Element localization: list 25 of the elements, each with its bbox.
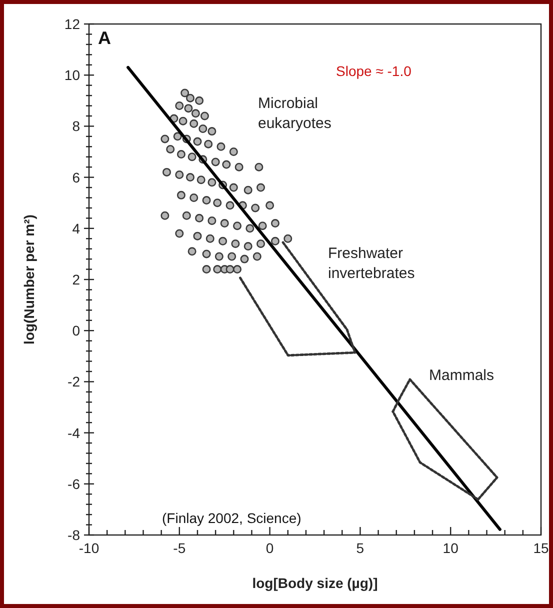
annotation: Freshwater invertebrates bbox=[328, 245, 415, 282]
x-tick-label: 10 bbox=[442, 540, 459, 556]
y-tick-label: -6 bbox=[68, 476, 80, 492]
y-tick-label: 0 bbox=[72, 322, 80, 339]
y-tick-label: -2 bbox=[68, 374, 80, 390]
y-tick-label: 6 bbox=[72, 169, 80, 186]
y-tick-label: 12 bbox=[64, 16, 80, 32]
annotation: Mammals bbox=[429, 367, 494, 384]
x-tick-label: -5 bbox=[173, 540, 186, 556]
y-axis-title: log(Number per m²) bbox=[21, 214, 37, 344]
y-tick-label: 8 bbox=[72, 118, 80, 134]
x-tick-label: -10 bbox=[78, 540, 100, 556]
annotation: (Finlay 2002, Science) bbox=[162, 510, 302, 526]
y-tick-label: 4 bbox=[72, 220, 80, 236]
annotation: Microbial eukaryotes bbox=[258, 95, 332, 132]
annotation: Slope ≈ -1.0 bbox=[336, 63, 412, 79]
y-tick-label: 2 bbox=[72, 272, 80, 288]
y-tick-label: 10 bbox=[64, 67, 80, 84]
x-axis-title: log[Body size (µg)] bbox=[252, 575, 378, 591]
x-tick-label: 5 bbox=[356, 540, 364, 556]
x-tick-label: 0 bbox=[266, 540, 274, 556]
y-tick-label: -8 bbox=[68, 527, 80, 543]
annotation: A bbox=[98, 28, 111, 48]
x-tick-label: 15 bbox=[533, 540, 549, 556]
y-tick-label: -4 bbox=[68, 424, 80, 441]
